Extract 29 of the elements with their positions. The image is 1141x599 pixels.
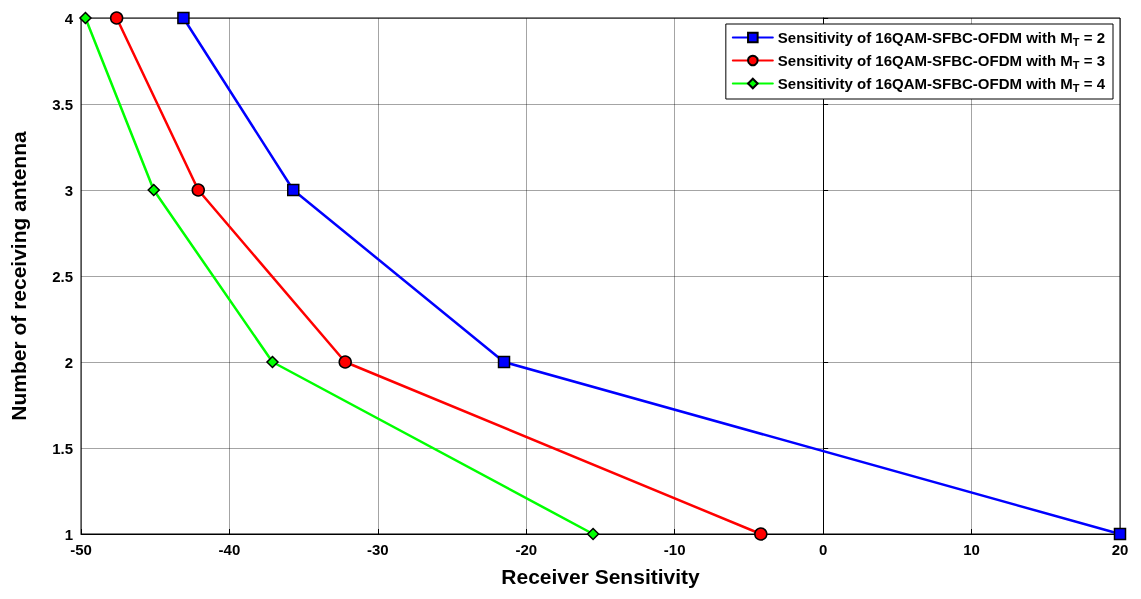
point bbox=[497, 355, 511, 369]
x-tick-label: -40 bbox=[218, 541, 241, 558]
x-tick-label: -30 bbox=[367, 541, 389, 558]
point bbox=[177, 11, 190, 25]
y-tick-label: 3.5 bbox=[52, 95, 73, 113]
y-tick-label: 2 bbox=[64, 353, 73, 371]
point bbox=[147, 183, 160, 197]
y-tick-label: 1.5 bbox=[52, 439, 73, 457]
point bbox=[754, 527, 768, 541]
x-tick-label: -20 bbox=[515, 541, 538, 558]
point bbox=[338, 355, 352, 369]
point bbox=[79, 11, 92, 25]
point bbox=[266, 355, 279, 369]
y-tick-label: 1 bbox=[64, 525, 73, 543]
x-tick-label: -10 bbox=[663, 541, 686, 558]
point bbox=[191, 183, 206, 197]
point bbox=[287, 183, 300, 197]
point bbox=[109, 11, 124, 25]
x-axis-title: Receiver Sensitivity bbox=[501, 565, 701, 588]
point bbox=[1113, 527, 1127, 541]
y-tick-label: 3 bbox=[64, 181, 73, 199]
y-tick-label: 2.5 bbox=[52, 267, 73, 285]
x-tick-label: 0 bbox=[818, 541, 828, 558]
x-tick-label: 10 bbox=[963, 541, 980, 558]
x-tick-label: 20 bbox=[1111, 541, 1129, 558]
point bbox=[586, 527, 600, 541]
y-tick-label: 4 bbox=[64, 9, 74, 27]
y-axis-title: Number of receiving antenna bbox=[7, 130, 30, 421]
x-tick-label: -50 bbox=[70, 541, 92, 558]
